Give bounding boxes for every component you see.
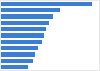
Bar: [1, 27, 46, 31]
Bar: [1, 40, 42, 44]
Bar: [1, 65, 28, 69]
Bar: [1, 46, 38, 50]
Bar: [1, 14, 53, 19]
Bar: [1, 33, 44, 38]
Bar: [1, 2, 92, 6]
Bar: [1, 52, 35, 57]
Bar: [1, 21, 49, 25]
Bar: [1, 8, 60, 12]
Bar: [1, 59, 33, 63]
